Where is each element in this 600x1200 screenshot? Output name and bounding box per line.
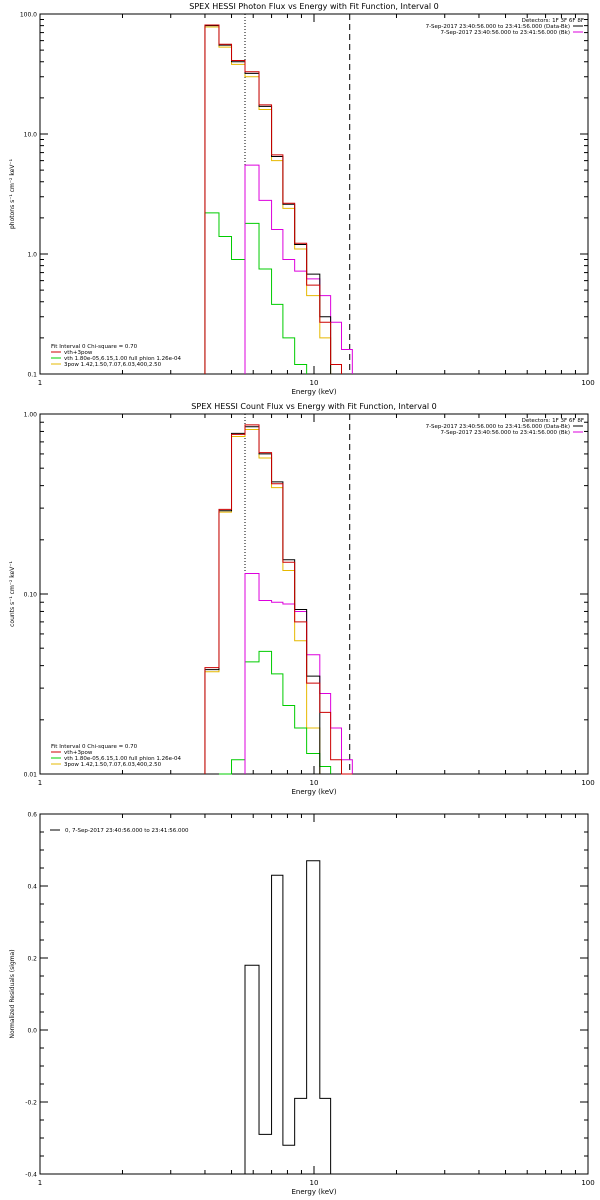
chart-title-0: SPEX HESSI Photon Flux vs Energy with Fi… (189, 2, 439, 11)
y-tick-label-2: 0.2 (27, 956, 37, 963)
x-tick-label-0: 100 (581, 379, 594, 387)
legend-detectors-1: Detectors: 1F 3F 6F 8F (522, 418, 584, 424)
y-tick-label-1: 0.01 (24, 772, 38, 779)
y-tick-label-2: 0.6 (27, 812, 37, 819)
series-bk-0 (244, 164, 353, 374)
series-vth-0 (204, 212, 308, 374)
y-tick-label-2: -0.4 (25, 1172, 37, 1179)
plot-frame-0 (39, 13, 589, 375)
legend-left-item-0-0: vth+3pow (64, 350, 93, 356)
series-vth-1 (218, 650, 332, 775)
x-tick-label-2: 100 (581, 1179, 594, 1187)
series-vth-3pow-1 (204, 424, 353, 775)
y-tick-label-0: 0.1 (27, 372, 37, 379)
x-tick-label-2: 10 (310, 1179, 319, 1187)
legend-left-item-1-2: 3pow 1.42,1.50,7.07,6.03,400,2.50 (64, 762, 162, 768)
legend-right-item-0-0: 7-Sep-2017 23:40:56.000 to 23:41:56.000 … (426, 24, 570, 30)
x-tick-label-0: 10 (310, 379, 319, 387)
y-tick-label-1: 0.10 (24, 592, 38, 599)
chart-title-1: SPEX HESSI Count Flux vs Energy with Fit… (191, 402, 436, 411)
y-axis-label-2: Normalized Residuals (sigma) (9, 949, 16, 1038)
legend-left-item-0-1: vth 1.80e-05,6.15,1.00 full phion 1.26e-… (64, 356, 181, 362)
legend-right-item-0-1: 7-Sep-2017 23:40:56.000 to 23:41:56.000 … (441, 30, 571, 36)
legend-detectors-0: Detectors: 1F 3F 6F 8F (522, 18, 584, 24)
x-tick-label-1: 10 (310, 779, 319, 787)
plot-frame-2 (39, 813, 589, 1175)
y-tick-label-1: 1.00 (24, 412, 38, 419)
series-3pow-1 (204, 429, 321, 774)
series-residuals-2 (244, 860, 332, 1174)
y-tick-label-0: 100.0 (20, 12, 37, 19)
y-tick-label-0: 1.0 (27, 252, 37, 259)
legend-left-item-2-0: 0, 7-Sep-2017 23:40:56.000 to 23:41:56.0… (65, 828, 189, 834)
x-axis-label-0: Energy (keV) (291, 388, 336, 396)
x-axis-label-2: Energy (keV) (291, 1188, 336, 1196)
legend-left-item-1-1: vth 1.80e-05,6.15,1.00 full phion 1.26e-… (64, 756, 181, 762)
y-tick-label-2: -0.2 (25, 1100, 37, 1107)
y-tick-label-2: 0.0 (27, 1028, 37, 1035)
x-tick-label-0: 1 (38, 379, 42, 387)
legend-right-item-1-0: 7-Sep-2017 23:40:56.000 to 23:41:56.000 … (426, 424, 570, 430)
y-tick-label-2: 0.4 (27, 884, 37, 891)
y-axis-label-0: photons s⁻¹ cm⁻² keV⁻¹ (9, 158, 16, 229)
x-tick-label-1: 1 (38, 779, 42, 787)
x-tick-label-2: 1 (38, 1179, 42, 1187)
legend-left-item-1-0: vth+3pow (64, 750, 93, 756)
x-tick-label-1: 100 (581, 779, 594, 787)
series-vth-3pow-0 (204, 24, 342, 374)
legend-right-item-1-1: 7-Sep-2017 23:40:56.000 to 23:41:56.000 … (441, 430, 571, 436)
legend-fit-interval-1: Fit Interval 0 Chi-square = 0.70 (51, 744, 138, 750)
legend-fit-interval-0: Fit Interval 0 Chi-square = 0.70 (51, 344, 138, 350)
legend-left-item-0-2: 3pow 1.42,1.50,7.07,6.03,400,2.50 (64, 362, 162, 368)
y-tick-label-0: 10.0 (24, 132, 38, 139)
x-axis-label-1: Energy (keV) (291, 788, 336, 796)
y-axis-label-1: counts s⁻¹ cm⁻² keV⁻¹ (9, 561, 16, 627)
plot-frame-1 (39, 413, 589, 775)
series-bk-1 (244, 572, 353, 774)
